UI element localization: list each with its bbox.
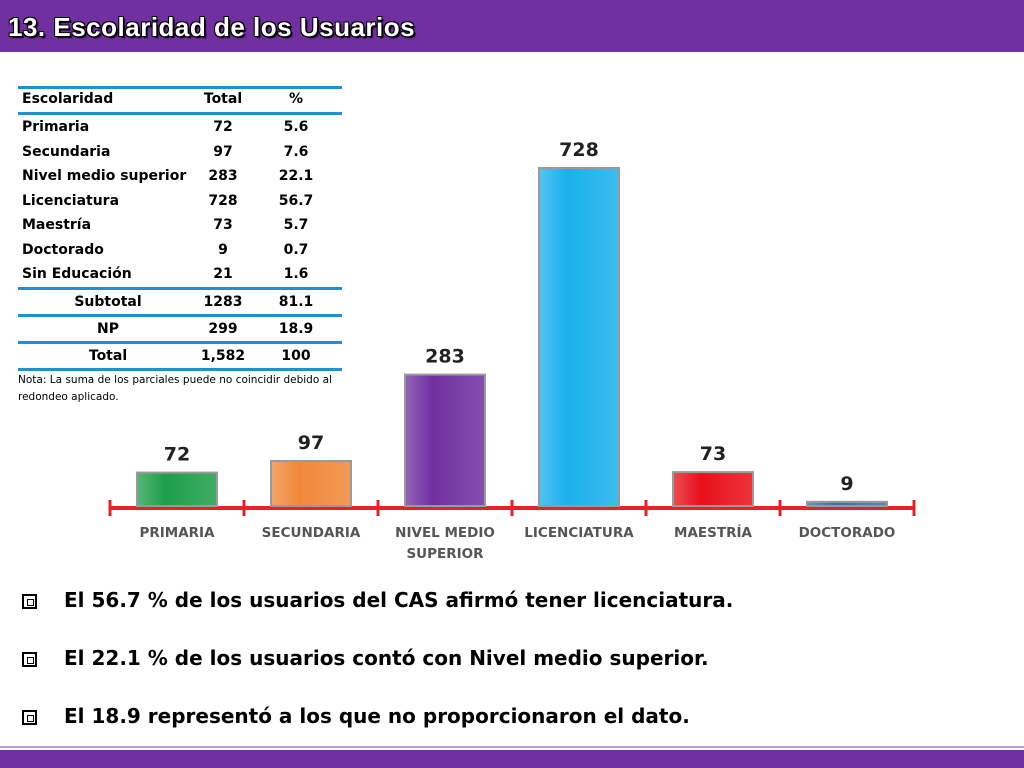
bar-chart: 72 PRIMARIA 97 SECUNDARIA 283 NIVEL MEDIO SUPE…	[108, 139, 916, 562]
x-tick-label: DOCTORADO	[799, 525, 896, 541]
np-row: NP 299 18.9	[18, 317, 342, 342]
header-total: Total	[203, 91, 243, 107]
bar	[538, 167, 620, 507]
total-total: 1,582	[200, 348, 246, 364]
row-total: 728	[208, 192, 238, 209]
np-label: NP	[97, 321, 119, 337]
subtotal-label: Subtotal	[74, 294, 142, 310]
bullet-item: El 56.7 % de los usuarios del CAS afirmó…	[22, 588, 1012, 646]
bar	[806, 500, 888, 508]
bullet-item: El 22.1 % de los usuarios contó con Nive…	[22, 646, 1012, 704]
table-row: Doctorado 9 0.7	[18, 238, 342, 263]
row-total: 9	[218, 241, 228, 258]
row-total: 283	[208, 168, 238, 184]
row-percent: 5.7	[283, 217, 309, 233]
row-label: Secundaria	[22, 143, 111, 160]
table-header-row: Escolaridad Total %	[18, 87, 342, 112]
row-total: 73	[213, 217, 233, 233]
np-percent: 18.9	[278, 321, 314, 337]
checkbox-bullet-icon	[22, 652, 37, 667]
total-row: Total 1,582 100	[18, 344, 342, 369]
checkbox-bullet-icon	[22, 710, 37, 725]
bar	[270, 459, 352, 508]
total-label: Total	[88, 348, 128, 364]
bar-value-label: 728	[559, 139, 599, 161]
table-row: Sin Educación 21 1.6	[18, 262, 342, 287]
bar	[136, 471, 218, 508]
table-row: Maestría 73 5.7	[18, 213, 342, 238]
bar-value-label: 283	[425, 346, 465, 368]
footer-divider	[0, 746, 1024, 748]
checkbox-bullet-icon	[22, 594, 37, 609]
row-label: Doctorado	[22, 241, 104, 258]
row-label: Nivel medio superior	[22, 168, 187, 184]
subtotal-row: Subtotal 1283 81.1	[18, 290, 342, 315]
bullet-text: El 22.1 % de los usuarios contó con Nive…	[64, 646, 709, 670]
table-header-line	[18, 112, 342, 115]
table-row: Secundaria 97 7.6	[18, 140, 342, 165]
x-tick-label: SECUNDARIA	[262, 525, 361, 541]
subtotal-line	[18, 287, 342, 290]
data-table: Escolaridad Total % Primaria 72 5.6 Secu…	[18, 86, 342, 371]
row-percent: 5.6	[283, 119, 309, 135]
page-title: 13. Escolaridad de los Usuarios	[8, 12, 416, 42]
row-percent: 56.7	[278, 192, 314, 209]
bar-value-label: 9	[840, 473, 853, 495]
header-percent: %	[288, 91, 304, 107]
table-top-line	[18, 86, 342, 89]
row-percent: 0.7	[283, 241, 309, 258]
x-tick-label: LICENCIATURA	[524, 525, 634, 541]
np-total: 299	[208, 321, 238, 337]
bullet-item: El 18.9 representó a los que no proporci…	[22, 704, 1012, 762]
x-tick-label: SUPERIOR	[406, 546, 484, 562]
title-bar: 13. Escolaridad de los Usuarios	[0, 0, 1024, 52]
x-tick-label: NIVEL MEDIO	[395, 525, 495, 541]
x-tick-label: PRIMARIA	[139, 525, 215, 541]
row-label: Primaria	[22, 119, 90, 135]
total-percent: 100	[281, 348, 311, 364]
bar-value-label: 97	[298, 432, 324, 454]
subtotal-total: 1283	[203, 294, 243, 310]
bar	[404, 373, 486, 507]
bar	[672, 471, 754, 508]
row-label: Licenciatura	[22, 192, 120, 209]
bullet-text: El 18.9 representó a los que no proporci…	[64, 704, 690, 728]
bar-value-label: 72	[164, 444, 190, 466]
row-label: Sin Educación	[22, 266, 132, 282]
bar-value-label: 73	[700, 443, 726, 465]
footer-bar	[0, 750, 1024, 768]
table-bottom-line	[18, 368, 342, 371]
table-row: Licenciatura 728 56.7	[18, 189, 342, 214]
row-total: 21	[213, 266, 233, 282]
bullet-text: El 56.7 % de los usuarios del CAS afirmó…	[64, 588, 734, 612]
table-row: Nivel medio superior 283 22.1	[18, 164, 342, 189]
np-line	[18, 314, 342, 317]
subtotal-percent: 81.1	[278, 294, 314, 310]
row-label: Maestría	[22, 217, 92, 233]
row-total: 97	[213, 143, 233, 160]
row-percent: 1.6	[283, 266, 309, 282]
table-note: Nota: La suma de los parciales puede no …	[18, 374, 332, 403]
header-escolaridad: Escolaridad	[22, 91, 114, 107]
total-line	[18, 341, 342, 344]
row-percent: 22.1	[278, 168, 314, 184]
table-row: Primaria 72 5.6	[18, 115, 342, 140]
bullet-list: El 56.7 % de los usuarios del CAS afirmó…	[22, 588, 1012, 762]
x-tick-label: MAESTRÍA	[674, 524, 752, 541]
row-total: 72	[213, 119, 233, 135]
row-percent: 7.6	[283, 143, 309, 160]
